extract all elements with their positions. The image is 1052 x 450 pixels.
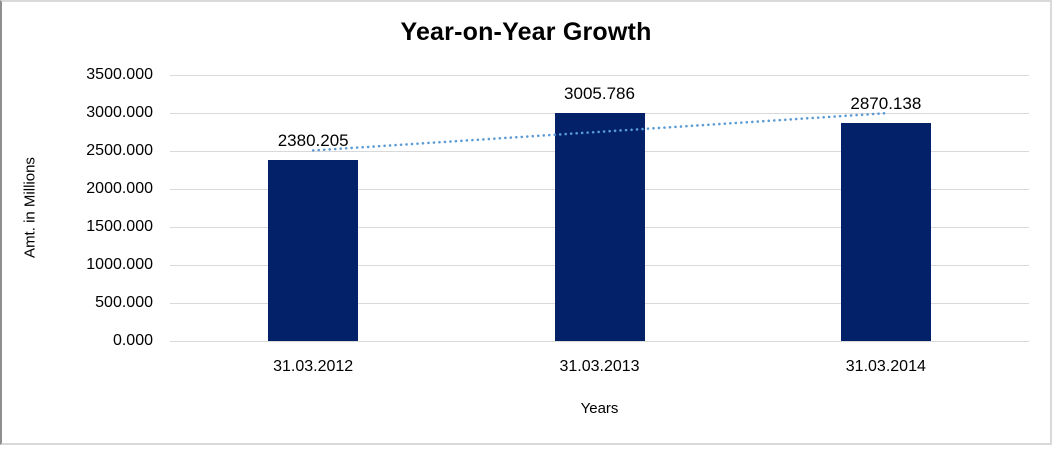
plot-area: 2380.205 3005.786 2870.138 bbox=[170, 75, 1029, 342]
y-tick-label: 3500.000 bbox=[86, 66, 153, 83]
x-tick-label: 31.03.2012 bbox=[273, 358, 354, 375]
y-tick-label: 1500.000 bbox=[86, 218, 153, 235]
bar bbox=[268, 160, 359, 341]
y-tick-label: 500.000 bbox=[95, 294, 153, 311]
x-axis-title: Years bbox=[580, 400, 619, 417]
bar-value-label: 2380.205 bbox=[277, 131, 349, 151]
gridline bbox=[170, 341, 1029, 342]
y-axis-title: Amt. in Millions bbox=[21, 157, 39, 258]
gridline bbox=[170, 75, 1029, 76]
y-tick-label: 0.000 bbox=[112, 332, 153, 349]
y-tick-label: 2000.000 bbox=[86, 180, 153, 197]
bar-value-label: 3005.786 bbox=[564, 83, 635, 103]
y-tick-label: 1000.000 bbox=[86, 256, 153, 273]
bar bbox=[840, 122, 931, 341]
y-tick-label: 2500.000 bbox=[86, 142, 153, 159]
chart-title: Year-on-Year Growth bbox=[400, 18, 652, 46]
x-tick-label: 31.03.2013 bbox=[559, 358, 640, 375]
y-tick-label: 3000.000 bbox=[86, 104, 153, 121]
bar-value-label: 2870.138 bbox=[850, 93, 922, 113]
x-tick-label: 31.03.2014 bbox=[845, 358, 926, 375]
bar bbox=[554, 112, 645, 341]
trendline bbox=[311, 111, 888, 152]
